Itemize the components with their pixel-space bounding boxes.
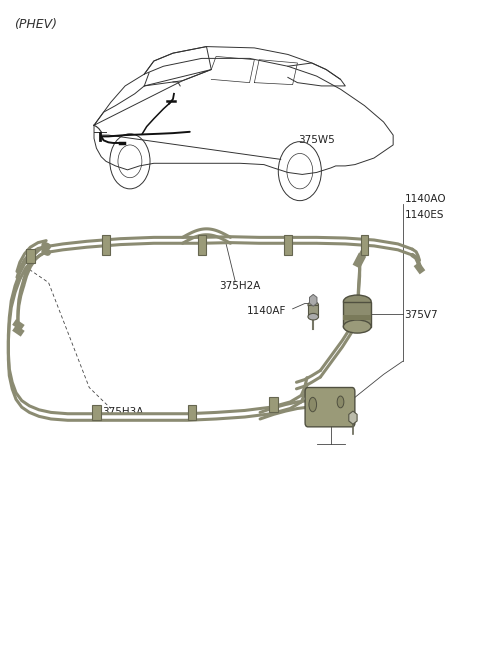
Ellipse shape [337, 396, 344, 408]
Bar [198, 235, 205, 255]
Bar [188, 405, 196, 420]
Text: 1140ES: 1140ES [405, 210, 444, 220]
Bar [284, 235, 292, 255]
Ellipse shape [309, 397, 317, 412]
Bar [92, 405, 101, 420]
Ellipse shape [308, 302, 319, 308]
FancyBboxPatch shape [305, 388, 355, 427]
Bar [343, 302, 371, 327]
Bar [269, 397, 278, 412]
Text: 1140AO: 1140AO [405, 194, 447, 204]
Text: 375H2A: 375H2A [219, 281, 261, 291]
Text: (PHEV): (PHEV) [14, 18, 57, 31]
Bar [343, 315, 371, 320]
Ellipse shape [343, 320, 371, 333]
Bar [360, 235, 368, 255]
Ellipse shape [308, 313, 319, 320]
Text: 1140AF: 1140AF [247, 306, 286, 317]
Text: 375W5: 375W5 [298, 135, 335, 145]
Text: 375H3A: 375H3A [102, 407, 144, 417]
Text: 375V7: 375V7 [404, 310, 438, 321]
Bar [102, 235, 110, 255]
Bar [26, 248, 35, 263]
Bar [308, 305, 319, 317]
Ellipse shape [343, 295, 371, 308]
